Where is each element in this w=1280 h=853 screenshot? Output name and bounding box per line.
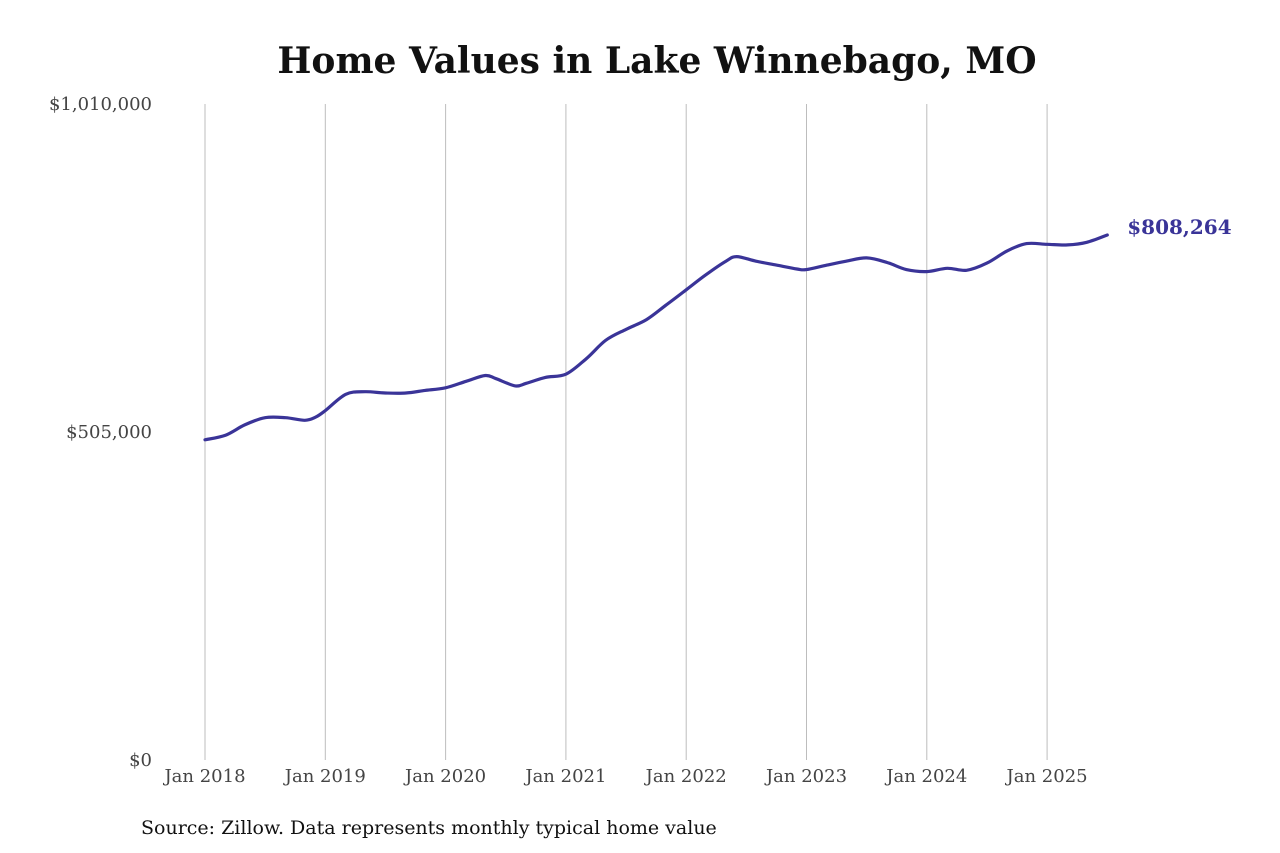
x-tick-label: Jan 2021: [523, 766, 606, 787]
y-tick-label: $1,010,000: [49, 94, 152, 115]
gridlines: [204, 104, 1048, 760]
source-note: Source: Zillow. Data represents monthly …: [141, 817, 717, 839]
y-tick-label: $505,000: [66, 422, 152, 443]
x-tick-label: Jan 2020: [403, 766, 486, 787]
y-tick-label: $0: [129, 750, 152, 771]
x-tick-label: Jan 2019: [283, 766, 366, 787]
chart-title: Home Values in Lake Winnebago, MO: [277, 40, 1036, 82]
x-tick-label: Jan 2018: [162, 766, 245, 787]
x-tick-label: Jan 2023: [764, 766, 847, 787]
x-tick-label: Jan 2025: [1005, 766, 1088, 787]
x-tick-label: Jan 2024: [884, 766, 967, 787]
end-value-label: $808,264: [1127, 215, 1231, 239]
x-axis-ticks: Jan 2018 Jan 2019 Jan 2020 Jan 2021 Jan 2022…: [162, 766, 1087, 787]
x-tick-label: Jan 2022: [644, 766, 727, 787]
series-line: [203, 233, 1109, 442]
y-axis-ticks: $0 $505,000 $1,010,000: [49, 94, 152, 771]
